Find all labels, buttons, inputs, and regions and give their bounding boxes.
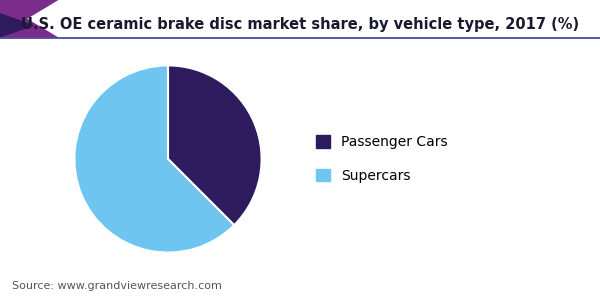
Polygon shape	[0, 0, 59, 38]
Polygon shape	[0, 13, 35, 38]
Text: U.S. OE ceramic brake disc market share, by vehicle type, 2017 (%): U.S. OE ceramic brake disc market share,…	[21, 16, 579, 32]
Wedge shape	[74, 65, 234, 253]
Legend: Passenger Cars, Supercars: Passenger Cars, Supercars	[311, 130, 454, 188]
Text: Source: www.grandviewresearch.com: Source: www.grandviewresearch.com	[12, 281, 222, 291]
Wedge shape	[168, 65, 262, 225]
